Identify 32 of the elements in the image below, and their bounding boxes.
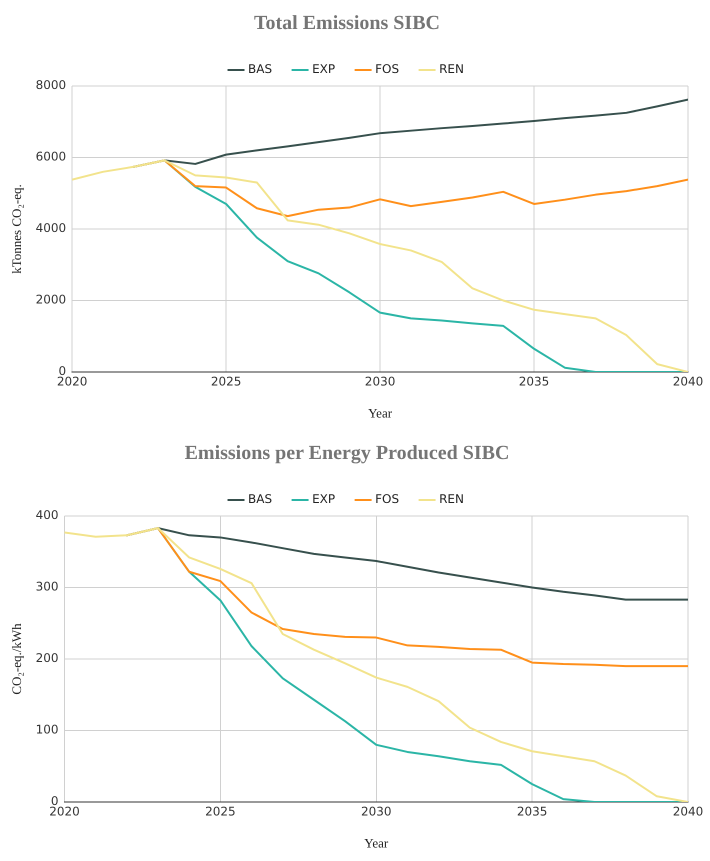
legend-label: REN [439,492,464,506]
x-tick-label: 2020 [49,804,80,818]
x-tick-label: 2035 [516,804,548,818]
x-tick-label: 2020 [56,374,88,388]
x-tick-label: 2030 [364,374,396,388]
y-tick-label: 2000 [36,292,66,307]
x-tick-label: 2040 [672,804,704,818]
y-axis-title: kTonnes CO₂-eq. [9,184,24,274]
y-tick-label: 400 [36,508,59,522]
x-axis-title: Year [364,836,389,851]
y-tick-label: 100 [36,722,59,737]
x-axis-title: Year [368,406,393,421]
legend-label: FOS [375,492,400,506]
legend-label: EXP [312,62,336,76]
y-tick-label: 200 [36,651,59,666]
y-tick-label: 8000 [36,78,66,92]
legend-label: EXP [312,492,336,506]
x-tick-label: 2025 [210,374,242,388]
x-tick-label: 2025 [205,804,236,818]
x-tick-label: 2030 [360,804,392,818]
chart-title: Total Emissions SIBC [254,12,440,34]
x-tick-label: 2040 [672,374,704,388]
y-axis-title: CO₂-eq./kWh [9,622,24,695]
y-tick-label: 300 [36,580,59,594]
legend-label: FOS [375,62,400,76]
chart-title: Emissions per Energy Produced SIBC [184,442,510,464]
y-tick-label: 6000 [36,150,66,164]
legend-label: REN [439,62,464,76]
y-tick-label: 4000 [36,221,66,236]
x-tick-label: 2035 [518,374,550,388]
legend-label: BAS [248,492,272,506]
legend-label: BAS [248,62,272,76]
